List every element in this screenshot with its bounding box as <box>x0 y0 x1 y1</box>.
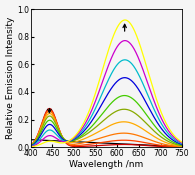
Y-axis label: Relative Emission Intensity: Relative Emission Intensity <box>5 17 15 139</box>
X-axis label: Wavelength /nm: Wavelength /nm <box>69 160 144 169</box>
